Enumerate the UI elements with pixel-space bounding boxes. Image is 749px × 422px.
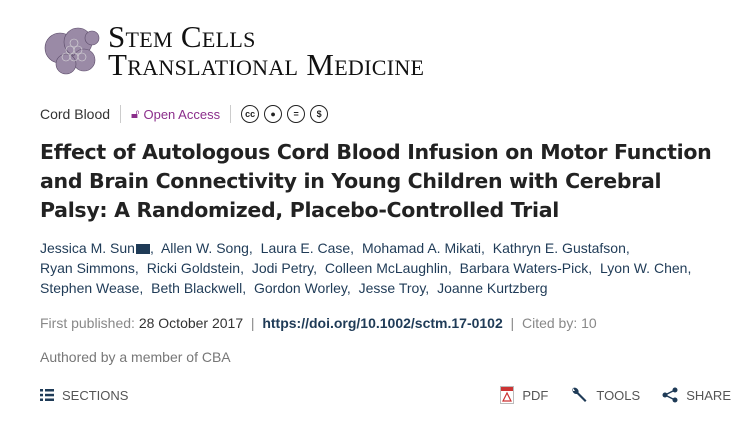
author-link[interactable]: Laura E. Case, [260, 240, 355, 256]
author-link[interactable]: Ryan Simmons, [40, 260, 139, 276]
cited-by-link[interactable]: Cited by: 10 [521, 315, 597, 331]
journal-logo[interactable]: Stem Cells Translational Medicine [40, 18, 424, 80]
list-icon [40, 389, 54, 401]
author-link[interactable]: Stephen Wease, [40, 280, 144, 296]
author-name: Colleen McLaughlin [324, 260, 448, 276]
author-link[interactable]: Colleen McLaughlin, [324, 260, 452, 276]
divider [120, 105, 122, 123]
journal-name-line1: Stem Cells [108, 19, 256, 54]
author-link[interactable]: Joanne Kurtzberg [437, 280, 548, 296]
license-icons[interactable]: cc ● = $ [241, 105, 329, 123]
author-name: Laura E. Case [260, 240, 351, 256]
author-link[interactable]: Gordon Worley, [253, 280, 351, 296]
by-icon: ● [264, 105, 283, 123]
share-label: SHARE [686, 387, 731, 403]
author-name: Gordon Worley [253, 280, 347, 296]
author-name: Kathryn E. Gustafson [492, 240, 626, 256]
pdf-label: PDF [522, 387, 549, 403]
nd-icon: = [287, 105, 306, 123]
author-link[interactable]: Mohamad A. Mikati, [361, 240, 485, 256]
author-link[interactable]: Jessica M. Sun, [40, 240, 154, 256]
pdf-button[interactable]: PDF [500, 386, 548, 404]
category-link[interactable]: Cord Blood [40, 106, 111, 122]
author-name: Jessica M. Sun [40, 240, 135, 256]
first-published-label: First published: [40, 315, 135, 331]
wrench-icon [572, 387, 587, 402]
author-name: Joanne Kurtzberg [437, 280, 548, 296]
author-link[interactable]: Jesse Troy, [358, 280, 430, 296]
author-list: Jessica M. Sun, Allen W. Song, Laura E. … [40, 238, 740, 298]
author-name: Ricki Goldstein [146, 260, 241, 276]
author-name: Jodi Petry [251, 260, 314, 276]
article-meta-row: Cord Blood 🔓︎ Open Access cc ● = $ [40, 104, 329, 124]
author-link[interactable]: Allen W. Song, [160, 240, 253, 256]
author-link[interactable]: Kathryn E. Gustafson, [492, 240, 630, 256]
author-link[interactable]: Ricki Goldstein, [146, 260, 244, 276]
doi-link[interactable]: https://doi.org/10.1002/sctm.17-0102 [262, 315, 503, 331]
sections-label: SECTIONS [62, 387, 129, 403]
author-name: Mohamad A. Mikati [361, 240, 482, 256]
article-toolbar: SECTIONS PDF TOOLS SHARE [40, 386, 731, 404]
author-link[interactable]: Jodi Petry, [251, 260, 317, 276]
article-title: Effect of Autologous Cord Blood Infusion… [40, 140, 712, 222]
cba-note: Authored by a member of CBA [40, 349, 231, 365]
author-name: Ryan Simmons [40, 260, 135, 276]
author-name: Allen W. Song [160, 240, 249, 256]
tools-button[interactable]: TOOLS [570, 386, 640, 404]
sections-button[interactable]: SECTIONS [40, 388, 128, 403]
share-button[interactable]: SHARE [662, 386, 731, 404]
open-access-label: Open Access [143, 106, 221, 122]
nc-icon: $ [310, 105, 329, 123]
published-date: 28 October 2017 [138, 315, 244, 331]
author-name: Jesse Troy [358, 280, 426, 296]
journal-name-line2: Translational Medicine [108, 47, 425, 82]
divider [230, 105, 232, 123]
cells-logo-image [44, 27, 100, 75]
pdf-icon [500, 386, 515, 404]
cc-icon: cc [241, 105, 260, 123]
publication-info: First published: 28 October 2017 | https… [40, 315, 597, 331]
email-icon[interactable] [135, 244, 150, 254]
author-name: Barbara Waters-Pick [459, 260, 589, 276]
author-link[interactable]: Barbara Waters-Pick, [459, 260, 593, 276]
author-name: Stephen Wease [40, 280, 140, 296]
share-icon [662, 387, 678, 403]
tools-label: TOOLS [596, 387, 641, 403]
open-access-badge[interactable]: 🔓︎ Open Access [131, 106, 220, 122]
author-name: Lyon W. Chen [600, 260, 688, 276]
author-link[interactable]: Beth Blackwell, [151, 280, 247, 296]
author-link[interactable]: Lyon W. Chen, [600, 260, 692, 276]
author-name: Beth Blackwell [151, 280, 243, 296]
unlock-icon: 🔓︎ [131, 106, 140, 121]
